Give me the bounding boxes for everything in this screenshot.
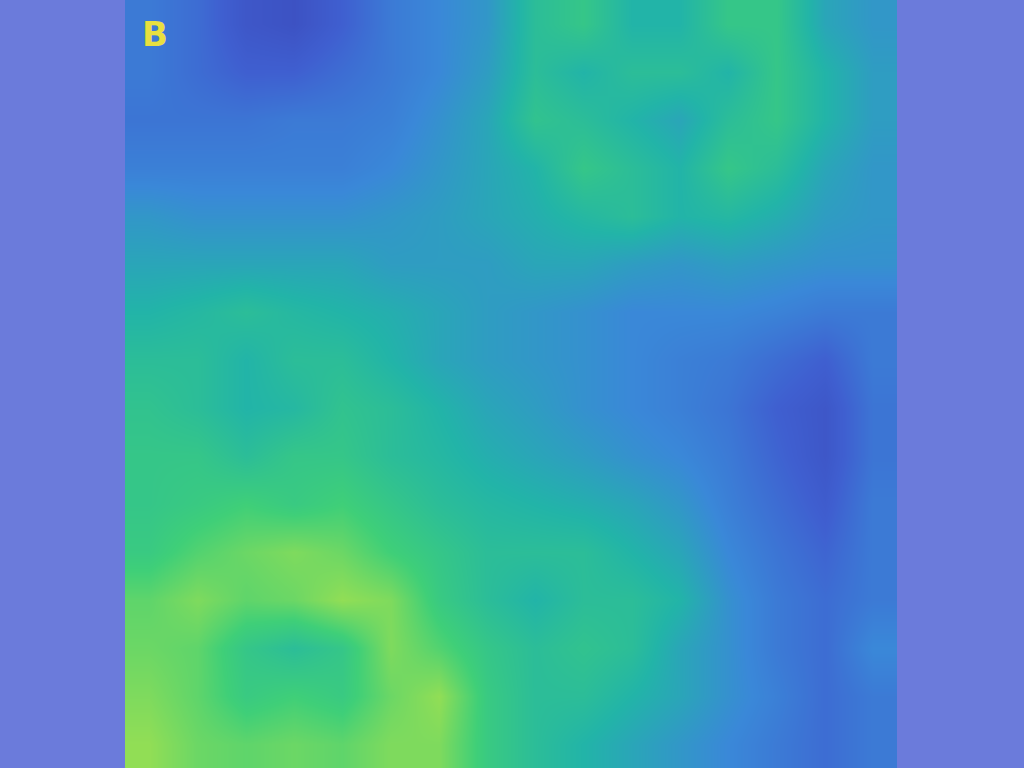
svg-text:B: B [142, 14, 168, 54]
